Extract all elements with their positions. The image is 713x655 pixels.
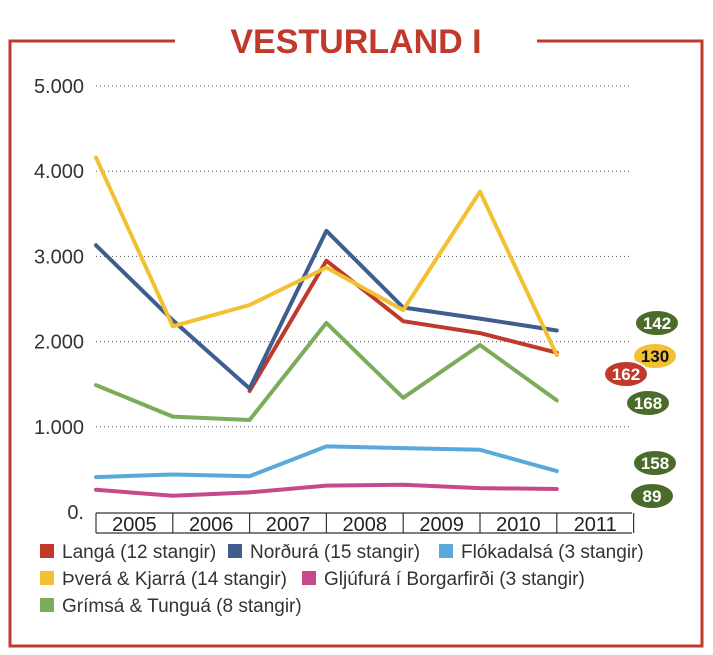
- value-badge-label: 158: [641, 454, 669, 473]
- legend-label: Grímsá & Tunguá (8 stangir): [62, 596, 302, 617]
- legend-swatch: [439, 544, 453, 558]
- y-tick-label: 4.000: [34, 161, 84, 183]
- series-line: [94, 444, 559, 480]
- legend-swatch: [302, 571, 316, 585]
- value-badge-bubble: [634, 309, 680, 337]
- value-badge: 142: [634, 309, 680, 337]
- chart-title: VESTURLAND I: [230, 23, 481, 61]
- value-badge: 168: [625, 389, 671, 417]
- value-badge-label: 168: [634, 394, 662, 413]
- y-tick-label: 3.000: [34, 246, 84, 268]
- x-tick-label: 2006: [189, 514, 234, 536]
- value-badge-label: 162: [612, 365, 640, 384]
- legend-label: Flókadalsá (3 stangir): [461, 542, 644, 563]
- legend-swatch: [40, 544, 54, 558]
- x-tick-label: 2005: [112, 514, 157, 536]
- series-line: [94, 482, 559, 498]
- value-badge-bubble: [603, 360, 649, 388]
- y-tick-label: 5.000: [34, 76, 84, 98]
- legend-item: Norðurá (15 stangir): [228, 542, 420, 563]
- legend: Langá (12 stangir) Norðurá (15 stangir) Fl…: [40, 542, 644, 617]
- value-badge: 89: [629, 482, 675, 510]
- value-badge-bubble: [632, 342, 678, 370]
- value-badge-label: 89: [643, 487, 662, 506]
- y-tick-label: 1.000: [34, 417, 84, 439]
- y-tick-label: 2.000: [34, 332, 84, 354]
- value-badge: 162: [603, 360, 649, 388]
- value-badge-label: 130: [641, 347, 669, 366]
- series-line: [94, 155, 559, 358]
- series-line: [94, 320, 559, 422]
- x-tick-label: 2010: [496, 514, 541, 536]
- x-tick-label: 2007: [266, 514, 311, 536]
- x-tick-label: 2008: [343, 514, 388, 536]
- y-axis-ticks: 0. 1.000 2.000 3.000 4.000 5.000: [34, 76, 84, 524]
- series-line: [94, 228, 559, 391]
- y-tick-label: 0.: [67, 502, 84, 524]
- x-tick-label: 2011: [574, 514, 617, 536]
- gridlines: [96, 85, 632, 428]
- value-badge: 130: [632, 342, 678, 370]
- value-badge-label: 142: [643, 314, 671, 333]
- legend-item: Grímsá & Tunguá (8 stangir): [40, 596, 302, 617]
- legend-item: Langá (12 stangir): [40, 542, 216, 563]
- legend-label: Norðurá (15 stangir): [250, 542, 420, 563]
- value-badge-bubble: [625, 389, 671, 417]
- value-badge: 158: [632, 449, 678, 477]
- x-axis: 2005 2006 2007 2008 2009 2010 2011: [95, 512, 635, 536]
- series-lines: [94, 155, 559, 498]
- legend-swatch: [40, 598, 54, 612]
- series-line: [247, 258, 559, 393]
- chart-frame: [8, 39, 704, 648]
- value-badge-bubble: [632, 449, 678, 477]
- legend-item: Þverá & Kjarrá (14 stangir): [40, 569, 287, 590]
- legend-label: Langá (12 stangir): [62, 542, 216, 563]
- value-badge-bubble: [629, 482, 675, 510]
- legend-label: Gljúfurá í Borgarfirði (3 stangir): [324, 569, 585, 590]
- legend-swatch: [228, 544, 242, 558]
- x-tick-label: 2009: [419, 514, 464, 536]
- legend-swatch: [40, 571, 54, 585]
- legend-item: Flókadalsá (3 stangir): [439, 542, 644, 563]
- legend-item: Gljúfurá í Borgarfirði (3 stangir): [302, 569, 585, 590]
- legend-label: Þverá & Kjarrá (14 stangir): [62, 569, 287, 590]
